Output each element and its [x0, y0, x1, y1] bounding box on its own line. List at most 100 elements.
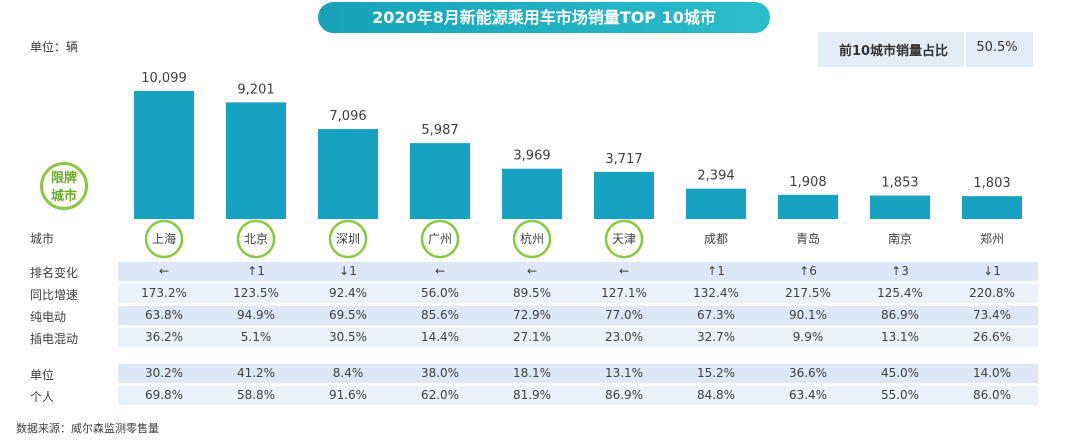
- limit-badge-line1: 限牌: [50, 171, 77, 186]
- bar-南京: [870, 195, 930, 219]
- table-cell: ↑6: [799, 264, 817, 278]
- table-cell: ↓1: [983, 264, 1001, 278]
- bar-杭州: [502, 168, 562, 219]
- table-cell: 220.8%: [969, 286, 1015, 300]
- table-cell: 8.4%: [332, 366, 364, 380]
- table-cell: 173.2%: [141, 286, 187, 300]
- table-cell: 18.1%: [512, 366, 552, 380]
- table-cell: ↓1: [339, 264, 357, 278]
- value-label: 5,987: [421, 123, 458, 138]
- table-cell: 杭州: [519, 232, 544, 246]
- table-cell: ←: [158, 264, 170, 278]
- table-cell: 14.4%: [420, 330, 460, 344]
- share-box: [818, 32, 1033, 67]
- table-cell: 85.6%: [420, 308, 460, 322]
- table-cell: ←: [434, 264, 446, 278]
- table-cell: 94.9%: [236, 308, 276, 322]
- table-cell: 36.2%: [144, 330, 184, 344]
- table-cell: 15.2%: [696, 366, 736, 380]
- value-label: 1,803: [973, 176, 1010, 191]
- value-label: 7,096: [329, 109, 366, 124]
- table-cell: 9.9%: [792, 330, 824, 344]
- table-cell: ↑1: [707, 264, 725, 278]
- table-cell: 5.1%: [240, 330, 272, 344]
- table-cell: 69.8%: [144, 388, 184, 402]
- value-label: 2,394: [697, 169, 734, 184]
- table-cell: ↑3: [891, 264, 909, 278]
- limit-city-ring: [236, 219, 276, 259]
- table-cell: 26.6%: [972, 330, 1012, 344]
- table-cell: 36.6%: [788, 366, 828, 380]
- table-cell: 81.9%: [512, 388, 552, 402]
- table-cell: 86.9%: [880, 308, 920, 322]
- table-cell: 14.0%: [972, 366, 1012, 380]
- row-label: 个人: [30, 390, 55, 404]
- limit-city-badge: 限牌 城市: [40, 162, 88, 210]
- table-cell: 38.0%: [420, 366, 460, 380]
- bar-上海: [134, 91, 194, 219]
- table-cell: 56.0%: [420, 286, 460, 300]
- value-label: 3,717: [605, 152, 642, 167]
- bar-深圳: [318, 129, 378, 219]
- table-cell: 南京: [887, 232, 912, 246]
- limit-city-ring: [512, 219, 552, 259]
- table-cell: 成都: [703, 232, 728, 246]
- row-label: 纯电动: [30, 310, 67, 324]
- table-cell: 62.0%: [420, 388, 460, 402]
- table-cell: 13.1%: [880, 330, 920, 344]
- share-label: 前10城市销量占比: [838, 44, 949, 59]
- table-cell: 89.5%: [512, 286, 552, 300]
- bar-北京: [226, 102, 286, 219]
- limit-city-ring: [604, 219, 644, 259]
- table-cell: ←: [526, 264, 538, 278]
- unit-label: 单位：辆: [30, 40, 79, 54]
- table-cell: ↑1: [247, 264, 265, 278]
- table-row-band: [118, 328, 1038, 347]
- table-cell: 63.4%: [788, 388, 828, 402]
- table-cell: 天津: [611, 232, 636, 246]
- table-cell: 90.1%: [788, 308, 828, 322]
- row-label: 插电混动: [30, 332, 79, 346]
- row-label: 单位: [30, 368, 55, 382]
- row-label: 同比增速: [30, 288, 79, 302]
- table-cell: 北京: [243, 232, 268, 246]
- table-row-band: [118, 364, 1038, 383]
- table-cell: 123.5%: [233, 286, 279, 300]
- table-row-band: [118, 284, 1038, 303]
- table-cell: 72.9%: [512, 308, 552, 322]
- chart-title: 2020年8月新能源乘用车市场销量TOP 10城市: [318, 2, 770, 33]
- source-note: 数据来源：威尔森监测零售量: [16, 422, 159, 435]
- table-cell: 73.4%: [972, 308, 1012, 322]
- table-cell: 132.4%: [693, 286, 739, 300]
- table-cell: 45.0%: [880, 366, 920, 380]
- limit-city-ring: [420, 219, 460, 259]
- row-label: 排名变化: [30, 266, 79, 280]
- table-cell: 32.7%: [696, 330, 736, 344]
- table-cell: 58.8%: [236, 388, 276, 402]
- table-cell: 23.0%: [604, 330, 644, 344]
- table-cell: 41.2%: [236, 366, 276, 380]
- table-row-band: [118, 306, 1038, 325]
- share-divider: [964, 32, 966, 67]
- bar-天津: [594, 171, 654, 219]
- table-cell: 27.1%: [512, 330, 552, 344]
- value-label: 1,908: [789, 175, 826, 190]
- table-cell: 86.9%: [604, 388, 644, 402]
- table-row-band: [118, 386, 1038, 405]
- table-cell: 69.5%: [328, 308, 368, 322]
- bar-广州: [410, 143, 470, 219]
- table-cell: 55.0%: [880, 388, 920, 402]
- table-cell: 郑州: [979, 232, 1004, 246]
- bar-郑州: [962, 196, 1022, 219]
- table-cell: 30.5%: [328, 330, 368, 344]
- value-label: 3,969: [513, 149, 550, 164]
- share-value: 50.5%: [976, 40, 1018, 55]
- table-cell: 广州: [427, 232, 452, 246]
- table-cell: 91.6%: [328, 388, 368, 402]
- table-cell: 63.8%: [144, 308, 184, 322]
- limit-city-ring: [328, 219, 368, 259]
- row-label: 城市: [30, 232, 55, 246]
- limit-badge-line2: 城市: [50, 189, 77, 204]
- value-label: 9,201: [237, 82, 274, 97]
